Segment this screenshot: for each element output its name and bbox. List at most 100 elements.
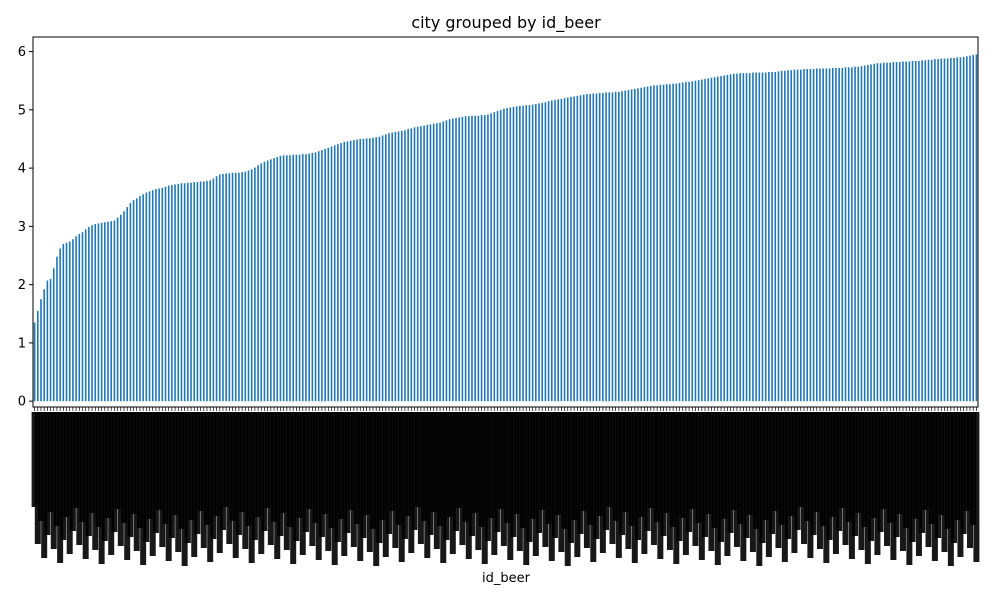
bar <box>630 89 633 402</box>
bar <box>439 122 441 402</box>
bar <box>943 58 946 402</box>
bar <box>758 72 761 402</box>
bar <box>563 98 566 402</box>
bar <box>544 102 547 402</box>
bar <box>464 116 467 402</box>
bar <box>844 67 847 402</box>
bar <box>790 70 793 402</box>
y-tick-label: 6 <box>18 45 26 60</box>
bar <box>739 73 741 402</box>
bar <box>755 72 757 402</box>
bar <box>378 136 381 402</box>
bar <box>337 144 339 402</box>
bar <box>927 59 930 402</box>
bar <box>88 226 90 402</box>
bar <box>627 90 630 402</box>
x-tick-labels-overlapping <box>31 412 980 566</box>
bar <box>346 141 349 402</box>
bar <box>835 67 837 402</box>
bar <box>669 84 671 402</box>
bar <box>815 68 818 402</box>
bar <box>72 239 74 402</box>
bar <box>177 183 180 402</box>
bar <box>228 173 231 402</box>
bar <box>681 82 684 402</box>
bar <box>969 55 971 402</box>
bar <box>333 145 336 402</box>
bar <box>209 180 211 402</box>
bar <box>908 61 911 402</box>
bar <box>129 203 132 402</box>
bar <box>819 68 821 402</box>
bar <box>126 207 128 402</box>
bar <box>391 132 393 402</box>
y-tick-label: 5 <box>18 103 26 118</box>
bar <box>493 112 496 402</box>
bar <box>155 189 157 402</box>
bar <box>62 243 65 402</box>
bar <box>621 91 623 402</box>
bar <box>142 194 144 402</box>
bar <box>538 103 540 402</box>
bar <box>298 154 301 402</box>
bar <box>930 59 933 402</box>
bar <box>499 109 502 402</box>
bar <box>531 104 534 402</box>
bar <box>113 220 116 402</box>
bar <box>643 87 646 402</box>
bar <box>672 83 674 402</box>
bar <box>36 310 39 402</box>
bar <box>701 79 703 402</box>
bar <box>266 160 269 402</box>
bar <box>33 322 36 402</box>
bar <box>116 217 119 402</box>
bar <box>535 104 537 402</box>
bar <box>883 62 885 402</box>
bar <box>707 78 710 402</box>
bar <box>764 72 767 402</box>
bar <box>263 161 266 402</box>
bar <box>911 60 914 402</box>
x-axis <box>31 407 980 566</box>
bar <box>713 77 716 402</box>
bar <box>308 153 310 402</box>
bar <box>270 159 272 402</box>
bar <box>774 71 777 402</box>
bar <box>697 80 700 402</box>
bar <box>665 84 668 402</box>
bar <box>966 56 968 402</box>
bar <box>49 278 52 402</box>
bar <box>340 143 342 402</box>
bar <box>410 128 413 402</box>
bar <box>780 70 783 402</box>
bar <box>132 200 135 402</box>
bar <box>863 65 866 402</box>
bar <box>768 71 770 402</box>
bar <box>691 81 694 402</box>
bar <box>174 184 176 402</box>
bar <box>924 60 927 402</box>
bar <box>432 123 435 402</box>
bar <box>857 66 860 402</box>
bar <box>250 169 253 402</box>
bar <box>461 116 464 402</box>
bar <box>199 181 202 402</box>
bar <box>796 69 799 402</box>
bar <box>158 188 160 402</box>
bar <box>254 167 256 402</box>
bar <box>704 78 706 402</box>
bar <box>892 62 895 402</box>
bar <box>423 125 425 402</box>
y-tick-label: 2 <box>18 278 26 293</box>
bar <box>445 120 448 402</box>
bars-group <box>33 54 978 402</box>
bar <box>279 155 282 402</box>
bar <box>359 138 362 402</box>
bar <box>646 86 649 402</box>
bar <box>519 105 521 402</box>
bar <box>860 66 863 402</box>
bar <box>311 152 314 402</box>
bar <box>898 62 901 402</box>
bar <box>838 67 840 402</box>
bar <box>784 70 786 402</box>
